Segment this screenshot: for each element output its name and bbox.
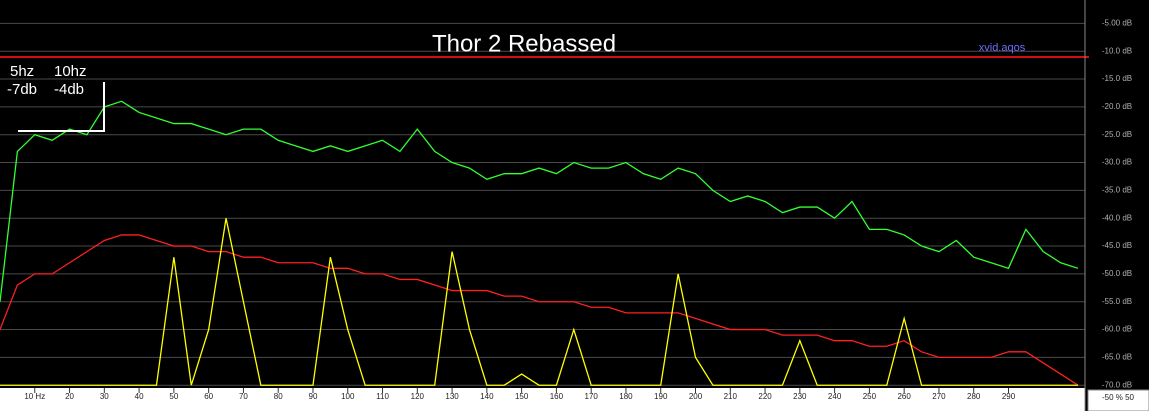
y-tick-label: -30.0 dB	[1102, 158, 1132, 167]
x-tick-label: 90	[309, 392, 318, 401]
x-tick-label: 40	[135, 392, 144, 401]
footer: -50 % 50	[1102, 393, 1135, 402]
x-tick-label: 240	[828, 392, 842, 401]
x-tick-label: 140	[480, 392, 494, 401]
annotation: -7db	[7, 81, 37, 98]
y-tick-label: -70.0 dB	[1102, 380, 1132, 389]
y-tick-label: -65.0 dB	[1102, 352, 1132, 361]
x-tick-label: 220	[758, 392, 772, 401]
y-tick-label: -25.0 dB	[1102, 130, 1132, 139]
x-tick-label: 170	[585, 392, 599, 401]
bracket	[18, 82, 105, 132]
plot	[0, 100, 1079, 386]
y-tick-label: -60.0 dB	[1102, 325, 1132, 334]
watermark: xvid.aqos	[979, 42, 1026, 54]
x-tick-label: 260	[897, 392, 911, 401]
x-tick-label: 280	[967, 392, 981, 401]
annotation: 10hz	[54, 63, 87, 80]
x-tick-label: 60	[204, 392, 213, 401]
y-tick-label: -15.0 dB	[1102, 74, 1132, 83]
x-tick-label: 290	[1002, 392, 1016, 401]
annotation: -4db	[54, 81, 84, 98]
x-axis-strip	[0, 388, 1085, 411]
y-tick-label: -35.0 dB	[1102, 185, 1132, 194]
chart-title: Thor 2 Rebassed	[432, 30, 616, 57]
x-tick-label: 150	[515, 392, 529, 401]
x-tick-label: 50	[169, 392, 178, 401]
x-tick-label: 270	[932, 392, 946, 401]
y-tick-label: -10.0 dB	[1102, 46, 1132, 55]
y-tick-label: -5.00 dB	[1102, 18, 1132, 27]
x-tick-label: 160	[550, 392, 564, 401]
x-tick-label: 190	[654, 392, 668, 401]
x-tick-label: 200	[689, 392, 703, 401]
series-line	[0, 218, 1079, 386]
y-tick-label: -20.0 dB	[1102, 102, 1132, 111]
x-tick-label: 20	[65, 392, 74, 401]
x-tick-label: 230	[793, 392, 807, 401]
series-line	[0, 100, 1079, 302]
x-tick-label: 110	[376, 392, 389, 401]
x-tick-label: 130	[445, 392, 459, 401]
x-tick-label: 10 Hz	[24, 392, 45, 401]
x-tick-label: 120	[411, 392, 425, 401]
annotation: 5hz	[10, 63, 34, 80]
x-tick-label: 70	[239, 392, 248, 401]
x-tick-label: 250	[863, 392, 877, 401]
axes: -5.00 dB -10.0 dB -15.0 dB -20.0 dB -25.0 dB…	[24, 18, 1132, 401]
x-tick-label: 180	[619, 392, 633, 401]
footer-box	[1087, 389, 1149, 411]
x-tick-label: 30	[100, 392, 109, 401]
y-tick-label: -40.0 dB	[1102, 213, 1132, 222]
y-tick-label: -45.0 dB	[1102, 241, 1132, 250]
y-tick-label: -55.0 dB	[1102, 297, 1132, 306]
x-tick-label: 100	[341, 392, 355, 401]
y-tick-label: -50.0 dB	[1102, 269, 1132, 278]
x-tick-label: 210	[724, 392, 738, 401]
x-tick-label: 80	[274, 392, 283, 401]
